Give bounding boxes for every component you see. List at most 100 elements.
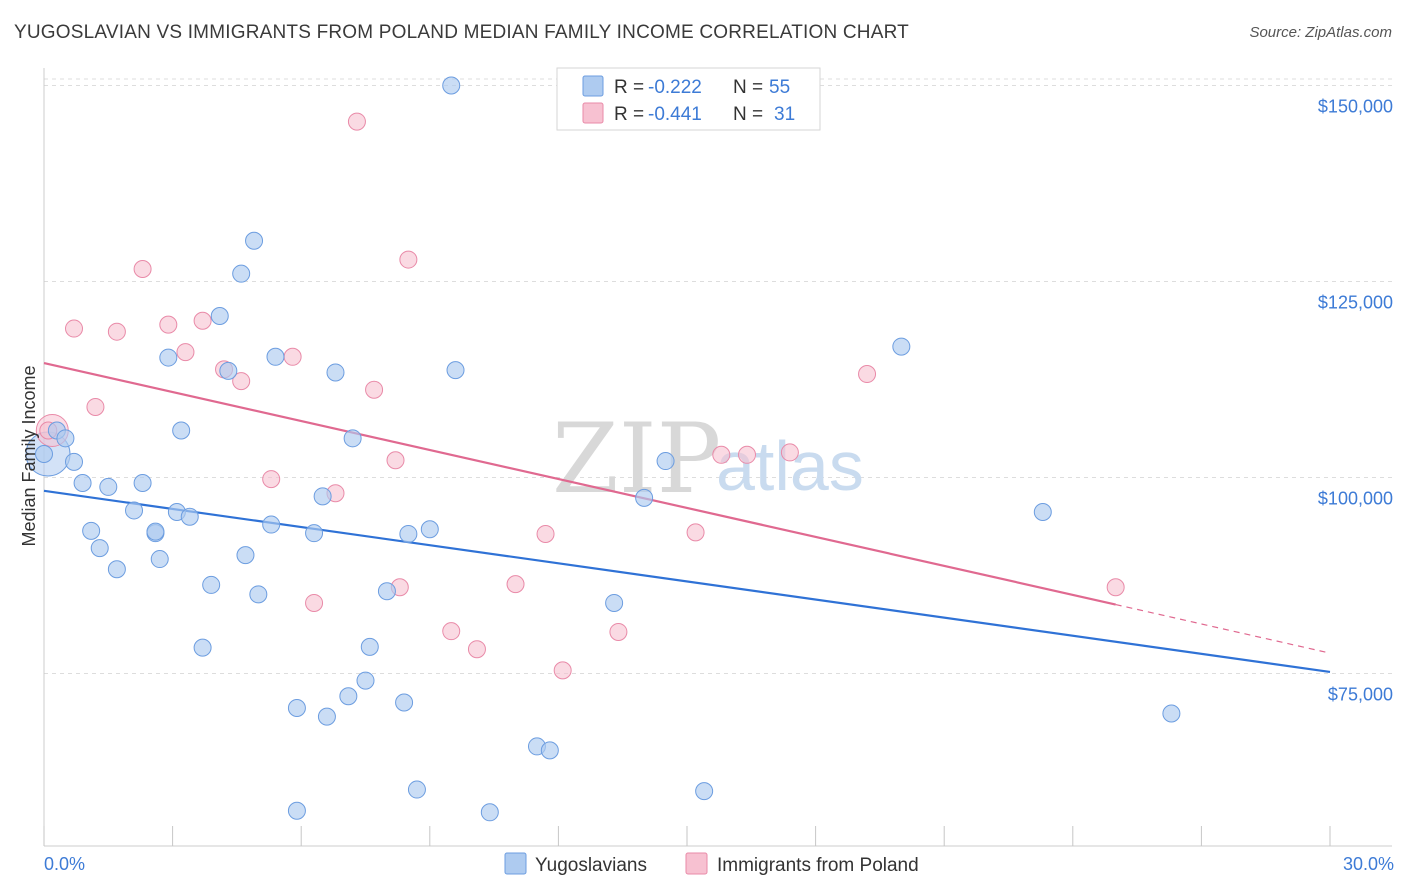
point-yugoslavians: [133, 474, 152, 493]
point-poland: [738, 445, 757, 464]
y-tick-label: $125,000: [1318, 293, 1393, 313]
point-yugoslavians: [695, 782, 714, 801]
point-poland: [712, 445, 731, 464]
point-yugoslavians: [99, 477, 118, 496]
x-tick-label-max: 30.0%: [1343, 854, 1394, 874]
point-yugoslavians: [1162, 704, 1181, 723]
point-poland: [536, 524, 555, 543]
legend-r-label-poland: R =: [614, 104, 644, 125]
point-poland: [65, 319, 84, 338]
point-poland: [1106, 578, 1125, 597]
point-yugoslavians: [65, 452, 84, 471]
point-yugoslavians: [446, 361, 465, 380]
point-yugoslavians: [193, 638, 212, 657]
axis-layer: $75,000 $100,000 $125,000 $150,000: [43, 68, 1393, 847]
point-yugoslavians: [1033, 503, 1052, 522]
point-poland: [193, 311, 212, 330]
point-yugoslavians: [245, 231, 264, 250]
x-tick-label-min: 0.0%: [44, 854, 85, 874]
point-yugoslavians: [210, 307, 229, 326]
y-axis-label: Median Family Income: [19, 365, 39, 546]
point-yugoslavians: [305, 524, 324, 543]
watermark: ZIP atlas: [552, 403, 864, 515]
point-yugoslavians: [656, 452, 675, 471]
point-yugoslavians: [480, 803, 499, 822]
point-poland: [858, 365, 877, 384]
source-label: Source: ZipAtlas.com: [1249, 24, 1392, 41]
point-yugoslavians: [339, 687, 358, 706]
point-yugoslavians: [407, 780, 426, 799]
trend-line-poland-extension: [1115, 603, 1331, 654]
point-yugoslavians: [180, 507, 199, 526]
point-yugoslavians: [442, 76, 461, 95]
point-poland: [442, 622, 461, 641]
point-yugoslavians: [635, 488, 654, 507]
point-yugoslavians: [73, 474, 92, 493]
point-yugoslavians: [107, 560, 126, 579]
point-yugoslavians: [172, 421, 191, 440]
legend-swatch-poland: [582, 102, 604, 124]
legend-n-label-poland: N =: [733, 104, 763, 125]
point-poland: [399, 250, 418, 269]
point-yugoslavians: [313, 487, 332, 506]
point-yugoslavians: [287, 801, 306, 820]
y-tick-label: $75,000: [1328, 685, 1393, 705]
point-yugoslavians: [266, 347, 285, 366]
point-yugoslavians: [892, 337, 911, 356]
legend-r-value-poland: -0.441: [648, 104, 702, 125]
point-poland: [506, 575, 525, 594]
point-yugoslavians: [420, 520, 439, 539]
legend-n-label-yugoslavians: N =: [733, 77, 763, 98]
bottom-legend: Yugoslavians Immigrants from Poland: [504, 852, 919, 876]
point-yugoslavians: [125, 501, 144, 520]
point-poland: [365, 380, 384, 399]
point-poland: [107, 322, 126, 341]
point-yugoslavians: [202, 575, 221, 594]
point-yugoslavians: [605, 593, 624, 612]
y-tick-label: $150,000: [1318, 97, 1393, 117]
point-yugoslavians: [35, 445, 53, 463]
point-poland: [467, 640, 486, 659]
bottom-legend-label-poland: Immigrants from Poland: [717, 855, 919, 876]
point-yugoslavians: [317, 707, 336, 726]
point-yugoslavians: [236, 546, 255, 565]
point-yugoslavians: [146, 522, 165, 541]
legend-n-value-poland: 31: [774, 104, 795, 125]
point-yugoslavians: [360, 637, 379, 656]
legend-r-label-yugoslavians: R =: [614, 77, 644, 98]
point-poland: [232, 372, 251, 391]
point-poland: [609, 622, 628, 641]
point-yugoslavians: [540, 741, 559, 760]
top-legend: R = -0.222 N = 55 R = -0.441 N = 31: [556, 67, 821, 131]
point-yugoslavians: [219, 361, 238, 380]
point-yugoslavians: [150, 550, 169, 569]
bottom-legend-swatch-poland: [685, 852, 708, 875]
point-yugoslavians: [356, 671, 375, 690]
point-poland: [780, 443, 799, 462]
point-yugoslavians: [377, 582, 396, 601]
y-tick-label: $100,000: [1318, 489, 1393, 509]
chart-title: YUGOSLAVIAN VS IMMIGRANTS FROM POLAND ME…: [14, 22, 909, 43]
trend-layer: [43, 361, 1331, 674]
point-poland: [176, 343, 195, 362]
point-poland: [133, 259, 152, 278]
bottom-legend-label-yugoslavians: Yugoslavians: [535, 855, 647, 876]
point-poland: [553, 661, 572, 680]
point-yugoslavians: [56, 429, 75, 448]
points-layer: [25, 76, 1181, 822]
trend-line-yugoslavians: [43, 489, 1331, 674]
legend-swatch-yugoslavians: [582, 75, 604, 97]
point-yugoslavians: [159, 348, 178, 367]
point-yugoslavians: [287, 699, 306, 718]
trend-line-poland: [43, 361, 1116, 606]
point-yugoslavians: [90, 539, 109, 558]
bottom-legend-swatch-yugoslavians: [504, 852, 527, 875]
legend-r-value-yugoslavians: -0.222: [648, 77, 702, 98]
point-yugoslavians: [262, 515, 281, 534]
watermark-atlas: atlas: [716, 427, 864, 505]
point-yugoslavians: [326, 363, 345, 382]
point-poland: [347, 112, 366, 131]
point-poland: [262, 470, 281, 489]
point-yugoslavians: [343, 429, 362, 448]
point-poland: [386, 451, 405, 470]
